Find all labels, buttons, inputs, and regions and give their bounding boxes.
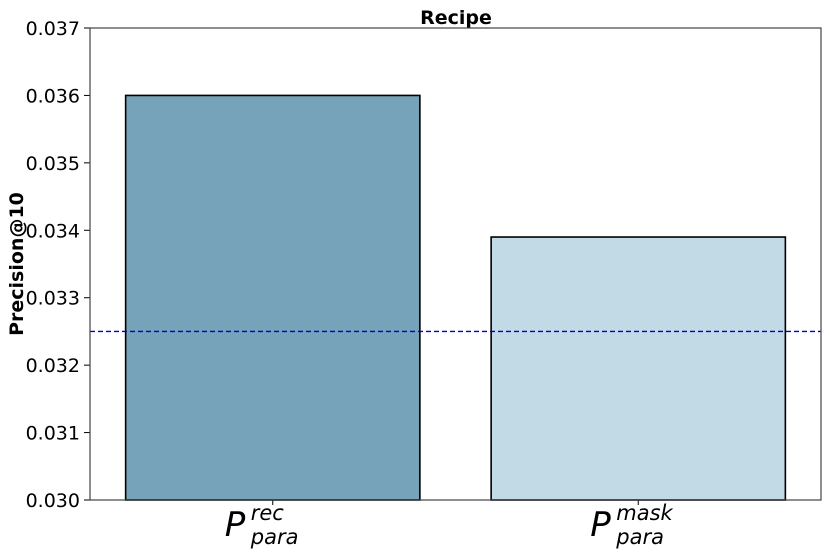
y-tick-label: 0.032 [26,355,80,377]
y-tick-label: 0.034 [26,220,80,242]
y-tick-label: 0.037 [26,18,80,40]
x-category-sub: para [250,525,299,549]
x-category-main: P [590,505,611,545]
bar-1 [490,236,787,501]
bar-0 [124,94,421,501]
y-axis-label: Precision@10 [6,192,28,336]
y-tick-label: 0.030 [26,490,80,512]
y-ticks-layer: 0.030 0.031 0.032 0.033 0.034 0.035 0.036 0.037 [26,18,90,512]
plot-frame [89,27,822,501]
x-category-sub: para [615,525,664,549]
chart-title: Recipe [420,7,492,29]
bars-layer [124,94,787,501]
y-tick-label: 0.036 [26,85,80,107]
x-category-sup: rec [251,501,285,525]
y-tick-label: 0.033 [26,288,80,310]
x-category-main: P [225,505,246,545]
x-category-sup: mask [616,501,673,525]
y-tick-label: 0.031 [26,423,80,445]
y-tick-label: 0.035 [26,153,80,175]
